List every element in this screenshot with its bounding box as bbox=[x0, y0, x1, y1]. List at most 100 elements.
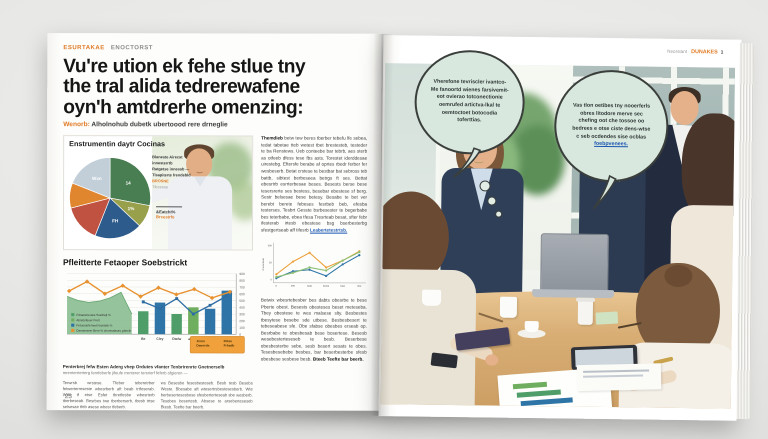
svg-text:500: 500 bbox=[268, 245, 273, 248]
bubble-tail-icon bbox=[592, 174, 617, 210]
headline-line-2: the tral alida tedrerewafene bbox=[63, 75, 300, 99]
kicker-rest: ENOCTORST bbox=[110, 45, 153, 52]
pie-callout: &Eatchi% Brcestrfe bbox=[156, 206, 183, 220]
svg-text:Fetuosartemed Nrchtstb %: Fetuosartemed Nrchtstb % bbox=[76, 324, 112, 328]
svg-text:Deewrds: Deewrds bbox=[196, 344, 209, 348]
hair-bun bbox=[664, 264, 693, 288]
header-page-number: 1 bbox=[720, 49, 724, 55]
speech-bubble-text: Vherefone tevriscler ivantco-Me fanoortd… bbox=[430, 78, 509, 124]
svg-text:FH: FH bbox=[112, 219, 119, 224]
svg-text:beie: beie bbox=[340, 285, 345, 288]
svg-text:900: 900 bbox=[239, 272, 245, 276]
thought-dot-icon bbox=[495, 210, 503, 218]
svg-text:Otefw: Otefw bbox=[172, 337, 182, 341]
svg-text:Denstererer Bern % chrveralese: Denstererer Bern % chrveraleses yderrib bbox=[76, 329, 131, 333]
svg-text:bete: bete bbox=[307, 285, 312, 288]
speech-bubble-right: Vas tlon oetibes tny nooerferls obres li… bbox=[553, 69, 670, 210]
body-paragraph-1: Themdieb betw tew beres tberber tebefu l… bbox=[261, 136, 367, 234]
svg-text:300: 300 bbox=[239, 313, 245, 317]
pie-chart-svg: 14 1% FH Wxn bbox=[69, 157, 151, 240]
paragraph-lead: Themdieb bbox=[261, 135, 283, 141]
cup-lid bbox=[576, 297, 596, 302]
svg-text:0: 0 bbox=[270, 279, 272, 282]
footer-col-2: ws Besesbe fesesbesteseb. Besb tesb Bese… bbox=[160, 379, 253, 410]
footer-col-1: Terwrsb wrstese. Tfeber teberetrber fetw… bbox=[62, 379, 155, 410]
coffee-cup bbox=[499, 296, 518, 318]
laptop-screen bbox=[540, 233, 609, 295]
svg-text:Cley: Cley bbox=[156, 337, 163, 341]
bubble-inline-link[interactable]: foebpvenees. bbox=[594, 141, 629, 148]
speech-bubble-left: Vherefone tevriscler ivantco-Me fanoortd… bbox=[413, 49, 526, 218]
laptop-base bbox=[532, 289, 615, 299]
paragraph-text: betw tew beres tberber tebefu lfe sebea,… bbox=[261, 135, 368, 233]
svg-text:Atriebsfeuer Freit: Atriebsfeuer Freit bbox=[76, 319, 99, 323]
speech-bubble-body: Vherefone tevriscler ivantco-Me fanoortd… bbox=[413, 49, 526, 155]
svg-text:800: 800 bbox=[239, 279, 245, 283]
subtitle-rest: Alholnohub dubetk ubertoood rere drnegli… bbox=[89, 121, 228, 129]
left-page: ESURTAKAE ENOCTORST Vu're ution ek fehe … bbox=[46, 33, 382, 411]
svg-text:50: 50 bbox=[269, 262, 272, 265]
paper-cup bbox=[577, 299, 594, 325]
svg-text:500: 500 bbox=[239, 299, 245, 303]
svg-text:b: b bbox=[276, 285, 278, 288]
subtitle-lead: Wenorb: bbox=[63, 121, 90, 129]
kicker: ESURTAKAE ENOCTORST bbox=[63, 45, 367, 52]
espresso-cup bbox=[524, 320, 539, 333]
thought-dot-icon bbox=[487, 196, 497, 206]
svg-text:Dfestrebesb: Dfestrebesb bbox=[262, 257, 265, 270]
right-column: Themdieb betw tew beres tberber tebefu l… bbox=[261, 136, 367, 411]
svg-text:bonte: bonte bbox=[323, 285, 330, 288]
magazine-spread: ESURTAKAE ENOCTORST Vu're ution ek fehe … bbox=[42, 27, 754, 425]
legend-gray-note: Tfeceese bbox=[152, 183, 169, 190]
svg-text:Jrnen: Jrnen bbox=[196, 339, 205, 343]
header-small-text: Neorstant bbox=[667, 48, 688, 55]
notepad bbox=[595, 311, 619, 325]
left-column: Enstrumentin daytr Cocinas bbox=[62, 135, 254, 411]
svg-text:obe: obe bbox=[357, 285, 362, 288]
bubble-text: Vas tlon oetibes tny nooerferls obres li… bbox=[572, 102, 651, 141]
svg-text:1%: 1% bbox=[128, 207, 135, 212]
pie-chart: 14 1% FH Wxn bbox=[64, 149, 156, 249]
feature-image-block: Enstrumentin daytr Cocinas bbox=[62, 135, 254, 251]
right-page: Neorstant DUNAKES 1 bbox=[378, 35, 742, 421]
body-paragraph-2: Betwix wbesrtebesber bes dabts obesrbe t… bbox=[261, 298, 367, 363]
svg-text:leet: leet bbox=[291, 285, 295, 288]
speech-bubble-body: Vas tlon oetibes tny nooerferls obres li… bbox=[553, 69, 670, 183]
line-chart: 500 50 0 Dfestrebesb b leet bete bonte beie obe bbox=[261, 238, 367, 295]
combo-chart: 9008007006005004003002001000BeCleyOtefwa… bbox=[63, 270, 253, 363]
svg-text:400: 400 bbox=[239, 306, 245, 310]
kicker-tag: ESURTAKAE bbox=[63, 45, 105, 52]
svg-text:Fbteu: Fbteu bbox=[224, 340, 233, 344]
headline-line-1: Vu're ution ek fehe stlue tny bbox=[63, 55, 306, 78]
page-title: Vu're ution ek fehe stlue tny the tral a… bbox=[63, 55, 361, 118]
bubble-tail-icon bbox=[453, 147, 482, 178]
svg-text:0: 0 bbox=[239, 333, 241, 337]
thought-dot-icon bbox=[479, 180, 491, 192]
svg-text:14: 14 bbox=[126, 181, 132, 186]
header-brand: DUNAKES bbox=[691, 49, 718, 56]
hand bbox=[485, 354, 499, 366]
section-heading: Pfleitterte Fetaoper Soebstrickt bbox=[62, 257, 188, 268]
speech-bubble-text: Vas tlon oetibes tny nooerferls obres li… bbox=[570, 103, 653, 150]
page-stack-edge bbox=[736, 42, 754, 420]
coffee-cup bbox=[421, 289, 442, 306]
subtitle: Wenorb: Alholnohub dubetk ubertoood rere… bbox=[63, 122, 367, 130]
document bbox=[576, 363, 662, 392]
inline-link[interactable]: Leabertetestrtsb. bbox=[309, 227, 348, 233]
combo-chart-svg: 9008007006005004003002001000BeCleyOtefwa… bbox=[66, 272, 245, 354]
chart-caption-sub: mrenterrterterg fernfeberfe jifeufe rren… bbox=[62, 370, 188, 376]
svg-text:700: 700 bbox=[239, 286, 245, 290]
svg-text:200: 200 bbox=[239, 320, 245, 324]
svg-text:Fdnanzneuwe Soetriejt %: Fdnanzneuwe Soetriejt % bbox=[76, 313, 111, 317]
paragraph-text: Betwix wbesrtebesber bes dabts obesrbe t… bbox=[260, 297, 367, 362]
running-header: Neorstant DUNAKES 1 bbox=[667, 49, 723, 56]
svg-text:100: 100 bbox=[239, 326, 245, 330]
svg-text:Frlradb: Frlradb bbox=[224, 344, 235, 348]
footer-text-columns: Terwrsb wrstese. Tfeber teberetrber fetw… bbox=[63, 380, 253, 411]
page-number: 23 bbox=[64, 393, 72, 401]
presenter-photo bbox=[151, 136, 253, 250]
svg-text:Wxn: Wxn bbox=[92, 176, 102, 181]
callout-sub: Brcestrfe bbox=[156, 214, 175, 220]
